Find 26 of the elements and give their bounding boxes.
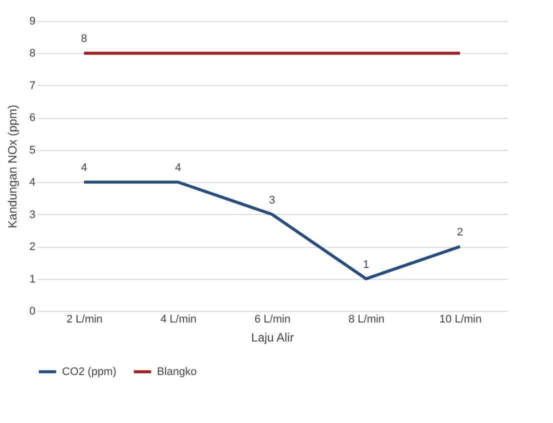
y-tick-label: 2 [29, 241, 36, 254]
y-tick-label: 4 [29, 176, 36, 189]
x-tick-label: 8 L/min [348, 314, 385, 326]
x-tick-label: 2 L/min [66, 314, 103, 326]
data-label: 2 [456, 226, 464, 239]
x-tick-label: 10 L/min [439, 314, 482, 326]
y-axis-title: Kandungan NOx (ppm) [5, 104, 20, 228]
legend-label: Blangko [157, 366, 197, 378]
data-label: 3 [268, 194, 276, 206]
y-tick-label: 0 [29, 306, 36, 318]
x-tick-label: 4 L/min [160, 314, 197, 326]
data-label: 1 [362, 258, 370, 271]
x-axis-title: Laju Alir [251, 330, 294, 344]
y-tick-label: 5 [29, 144, 36, 156]
data-label: 8 [80, 33, 88, 46]
data-label: 4 [174, 162, 182, 174]
x-tick-label: 6 L/min [254, 314, 291, 326]
y-tick-label: 7 [29, 80, 36, 92]
y-tick-label: 6 [29, 112, 36, 124]
y-tick-label: 3 [29, 208, 36, 221]
y-tick-label: 8 [29, 48, 36, 60]
y-tick-label: 1 [29, 273, 36, 286]
y-tick-label: 9 [29, 16, 36, 28]
line-series [82, 180, 462, 280]
legend-label: CO2 (ppm) [62, 366, 116, 378]
data-label: 4 [80, 162, 88, 174]
